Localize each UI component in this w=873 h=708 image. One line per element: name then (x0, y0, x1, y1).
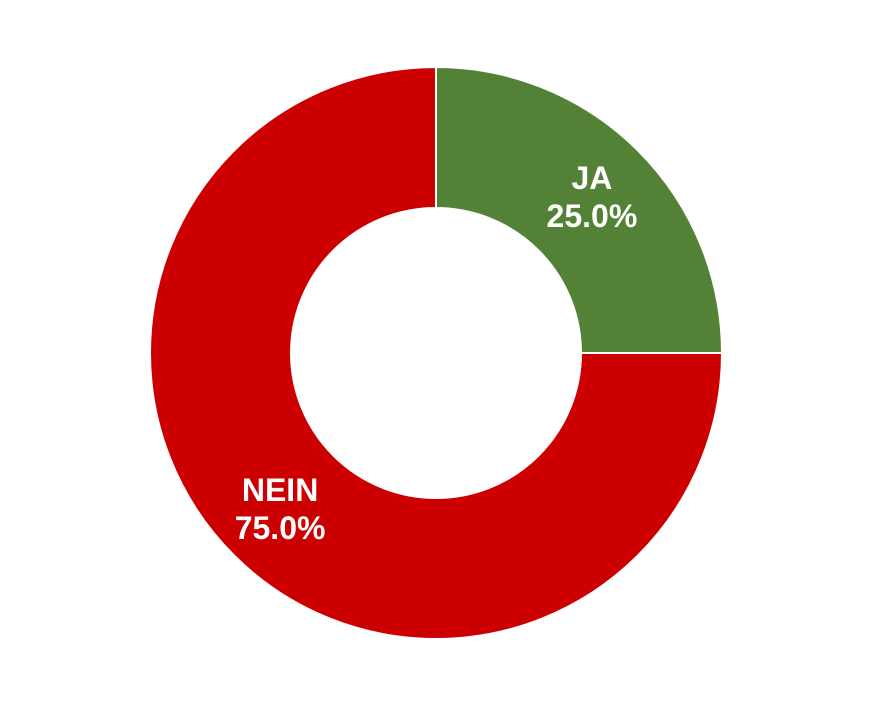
slice-label-nein: NEIN 75.0% (235, 472, 326, 546)
slice-nein (149, 65, 724, 640)
slice-category-label: JA (571, 160, 612, 196)
slice-value-label: 25.0% (547, 198, 638, 234)
donut-slices (149, 65, 724, 640)
slice-category-label: NEIN (242, 472, 318, 508)
slice-labels: JA 25.0% NEIN 75.0% (235, 160, 638, 546)
slice-label-ja: JA 25.0% (547, 160, 638, 234)
slice-ja (435, 65, 724, 354)
slice-value-label: 75.0% (235, 510, 326, 546)
